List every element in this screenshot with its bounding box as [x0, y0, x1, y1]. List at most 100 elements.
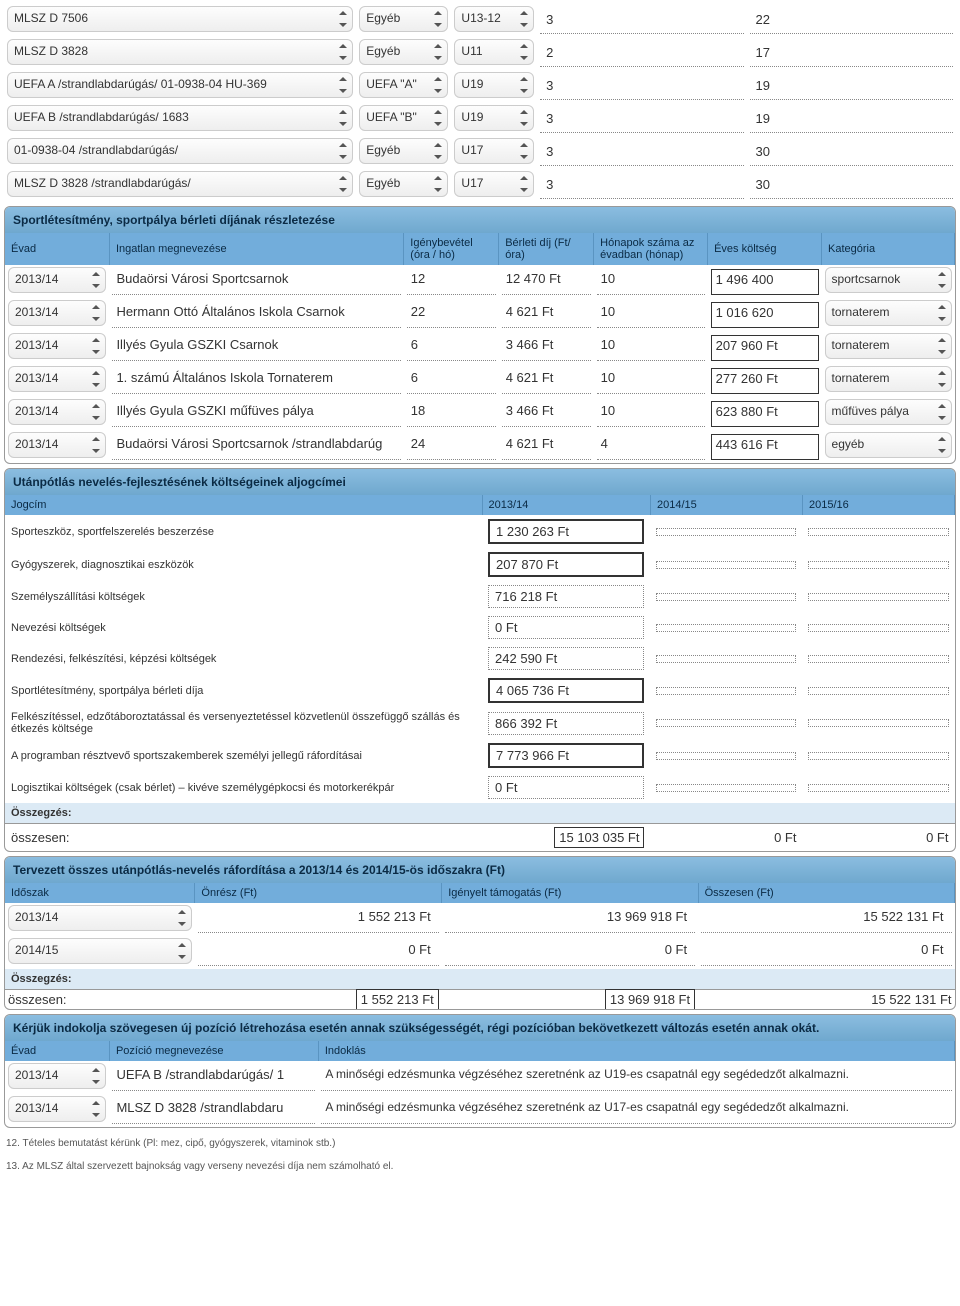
hours-input[interactable]: 6 [407, 368, 496, 394]
count-cell[interactable]: 3 [540, 107, 743, 133]
fee-input[interactable]: 4 621 Ft [502, 302, 591, 328]
fee-input[interactable]: 3 466 Ft [502, 401, 591, 427]
age-select[interactable]: U17 [454, 138, 534, 164]
section-youth-costs: Utánpótlás nevelés-fejlesztésének költsé… [4, 468, 956, 852]
hours-input[interactable]: 24 [407, 434, 496, 460]
season-select[interactable]: 2013/14 [8, 366, 106, 392]
summary-label: Összegzés: [5, 803, 955, 824]
months-input[interactable]: 10 [597, 368, 705, 394]
footnote-12: 12. Tételes bemutatást kérünk (Pl: mez, … [4, 1132, 956, 1155]
season-select[interactable]: 2013/14 [8, 333, 106, 359]
th-onresz: Önrész (Ft) [195, 883, 442, 903]
season-select[interactable]: 2013/14 [8, 267, 106, 293]
count-cell[interactable]: 3 [540, 8, 743, 34]
type-select[interactable]: UEFA "A" [359, 72, 448, 98]
season-select[interactable]: 2013/14 [8, 432, 106, 458]
category-select[interactable]: sportcsarnok [825, 267, 952, 293]
th-indoklas: Indoklás [318, 1041, 954, 1061]
count-cell[interactable]: 19 [750, 74, 953, 100]
period-select[interactable]: 2014/15 [8, 938, 192, 964]
count-cell[interactable]: 3 [540, 173, 743, 199]
license-select[interactable]: MLSZ D 3828 [7, 39, 353, 65]
table-header: Évad Ingatlan megnevezése Igénybevétel (… [5, 233, 955, 265]
license-select[interactable]: 01-0938-04 /strandlabdarúgás/ [7, 138, 353, 164]
season-select[interactable]: 2013/14 [8, 399, 106, 425]
th-kategoria: Kategória [822, 233, 955, 265]
count-cell[interactable]: 17 [750, 41, 953, 67]
age-select[interactable]: U13-12 [454, 6, 534, 32]
period-select[interactable]: 2013/14 [8, 905, 192, 931]
count-cell[interactable]: 30 [750, 173, 953, 199]
age-select[interactable]: U11 [454, 39, 534, 65]
type-select[interactable]: Egyéb [359, 171, 448, 197]
yearly-cost: 277 260 Ft [711, 368, 819, 394]
age-select[interactable]: U17 [454, 171, 534, 197]
count-cell[interactable]: 2 [540, 41, 743, 67]
facility-input[interactable]: Budaörsi Városi Sportcsarnok [112, 269, 400, 295]
facility-input[interactable]: Illyés Gyula GSZKI műfüves pálya [112, 401, 400, 427]
cost-label: Felkészítéssel, edzőtáboroztatással és v… [5, 707, 482, 739]
type-select[interactable]: Egyéb [359, 138, 448, 164]
age-select[interactable]: U19 [454, 105, 534, 131]
season-select[interactable]: 2013/14 [8, 300, 106, 326]
yearly-cost: 623 880 Ft [711, 401, 819, 427]
fee-input[interactable]: 4 621 Ft [502, 434, 591, 460]
fee-input[interactable]: 12 470 Ft [502, 269, 591, 295]
count-cell[interactable]: 22 [750, 8, 953, 34]
category-select[interactable]: műfüves pálya [825, 399, 952, 425]
position-input[interactable]: MLSZ D 3828 /strandlabdaru [112, 1098, 315, 1124]
license-select[interactable]: MLSZ D 7506 [7, 6, 353, 32]
months-input[interactable]: 4 [597, 434, 705, 460]
hours-input[interactable]: 6 [407, 335, 496, 361]
season-select[interactable]: 2013/14 [8, 1063, 106, 1089]
summary-label: Összegzés: [5, 969, 955, 990]
cost-value-2015 [808, 687, 948, 695]
type-select[interactable]: Egyéb [359, 6, 448, 32]
table-row: 2013/14MLSZ D 3828 /strandlabdaruA minős… [5, 1094, 955, 1127]
category-select[interactable]: tornaterem [825, 366, 952, 392]
yearly-cost: 1 496 400 [711, 269, 819, 295]
license-select[interactable]: UEFA B /strandlabdarúgás/ 1683 [7, 105, 353, 131]
count-cell[interactable]: 3 [540, 74, 743, 100]
cost-value-2015 [808, 752, 948, 760]
hours-input[interactable]: 18 [407, 401, 496, 427]
months-input[interactable]: 10 [597, 335, 705, 361]
count-cell[interactable]: 30 [750, 140, 953, 166]
cost-label: Rendezési, felkészítési, képzési költség… [5, 643, 482, 674]
requested-support: 0 Ft [445, 940, 695, 966]
count-cell[interactable]: 3 [540, 140, 743, 166]
fee-input[interactable]: 4 621 Ft [502, 368, 591, 394]
total-onresz: 1 552 213 Ft [356, 989, 439, 1010]
facility-input[interactable]: Hermann Ottó Általános Iskola Csarnok [112, 302, 400, 328]
cost-value-2014 [656, 687, 796, 695]
category-select[interactable]: egyéb [825, 432, 952, 458]
months-input[interactable]: 10 [597, 302, 705, 328]
category-select[interactable]: tornaterem [825, 300, 952, 326]
count-cell[interactable]: 19 [750, 107, 953, 133]
type-select[interactable]: UEFA "B" [359, 105, 448, 131]
license-select[interactable]: MLSZ D 3828 /strandlabdarúgás/ [7, 171, 353, 197]
cost-value-2013: 7 773 966 Ft [488, 743, 644, 768]
justification-text: A minőségi edzésmunka végzéséhez szeretn… [321, 1098, 951, 1124]
position-input[interactable]: UEFA B /strandlabdarúgás/ 1 [112, 1065, 315, 1091]
hours-input[interactable]: 22 [407, 302, 496, 328]
facility-input[interactable]: Budaörsi Városi Sportcsarnok /strandlabd… [112, 434, 400, 460]
table-row: 2013/141. számú Általános Iskola Tornate… [5, 364, 955, 397]
months-input[interactable]: 10 [597, 401, 705, 427]
table-header: Évad Pozíció megnevezése Indoklás [5, 1041, 955, 1061]
facility-input[interactable]: 1. számú Általános Iskola Tornaterem [112, 368, 400, 394]
hours-input[interactable]: 12 [407, 269, 496, 295]
cost-label: Sporteszköz, sportfelszerelés beszerzése [5, 515, 482, 548]
table-row: MLSZ D 3828 /strandlabdarúgás/EgyébU1733… [4, 169, 956, 202]
cost-value-2015 [808, 719, 948, 727]
fee-input[interactable]: 3 466 Ft [502, 335, 591, 361]
cost-value-2013: 0 Ft [488, 616, 644, 639]
table-row: UEFA A /strandlabdarúgás/ 01-0938-04 HU-… [4, 70, 956, 103]
season-select[interactable]: 2013/14 [8, 1096, 106, 1122]
license-select[interactable]: UEFA A /strandlabdarúgás/ 01-0938-04 HU-… [7, 72, 353, 98]
category-select[interactable]: tornaterem [825, 333, 952, 359]
months-input[interactable]: 10 [597, 269, 705, 295]
type-select[interactable]: Egyéb [359, 39, 448, 65]
age-select[interactable]: U19 [454, 72, 534, 98]
facility-input[interactable]: Illyés Gyula GSZKI Csarnok [112, 335, 400, 361]
